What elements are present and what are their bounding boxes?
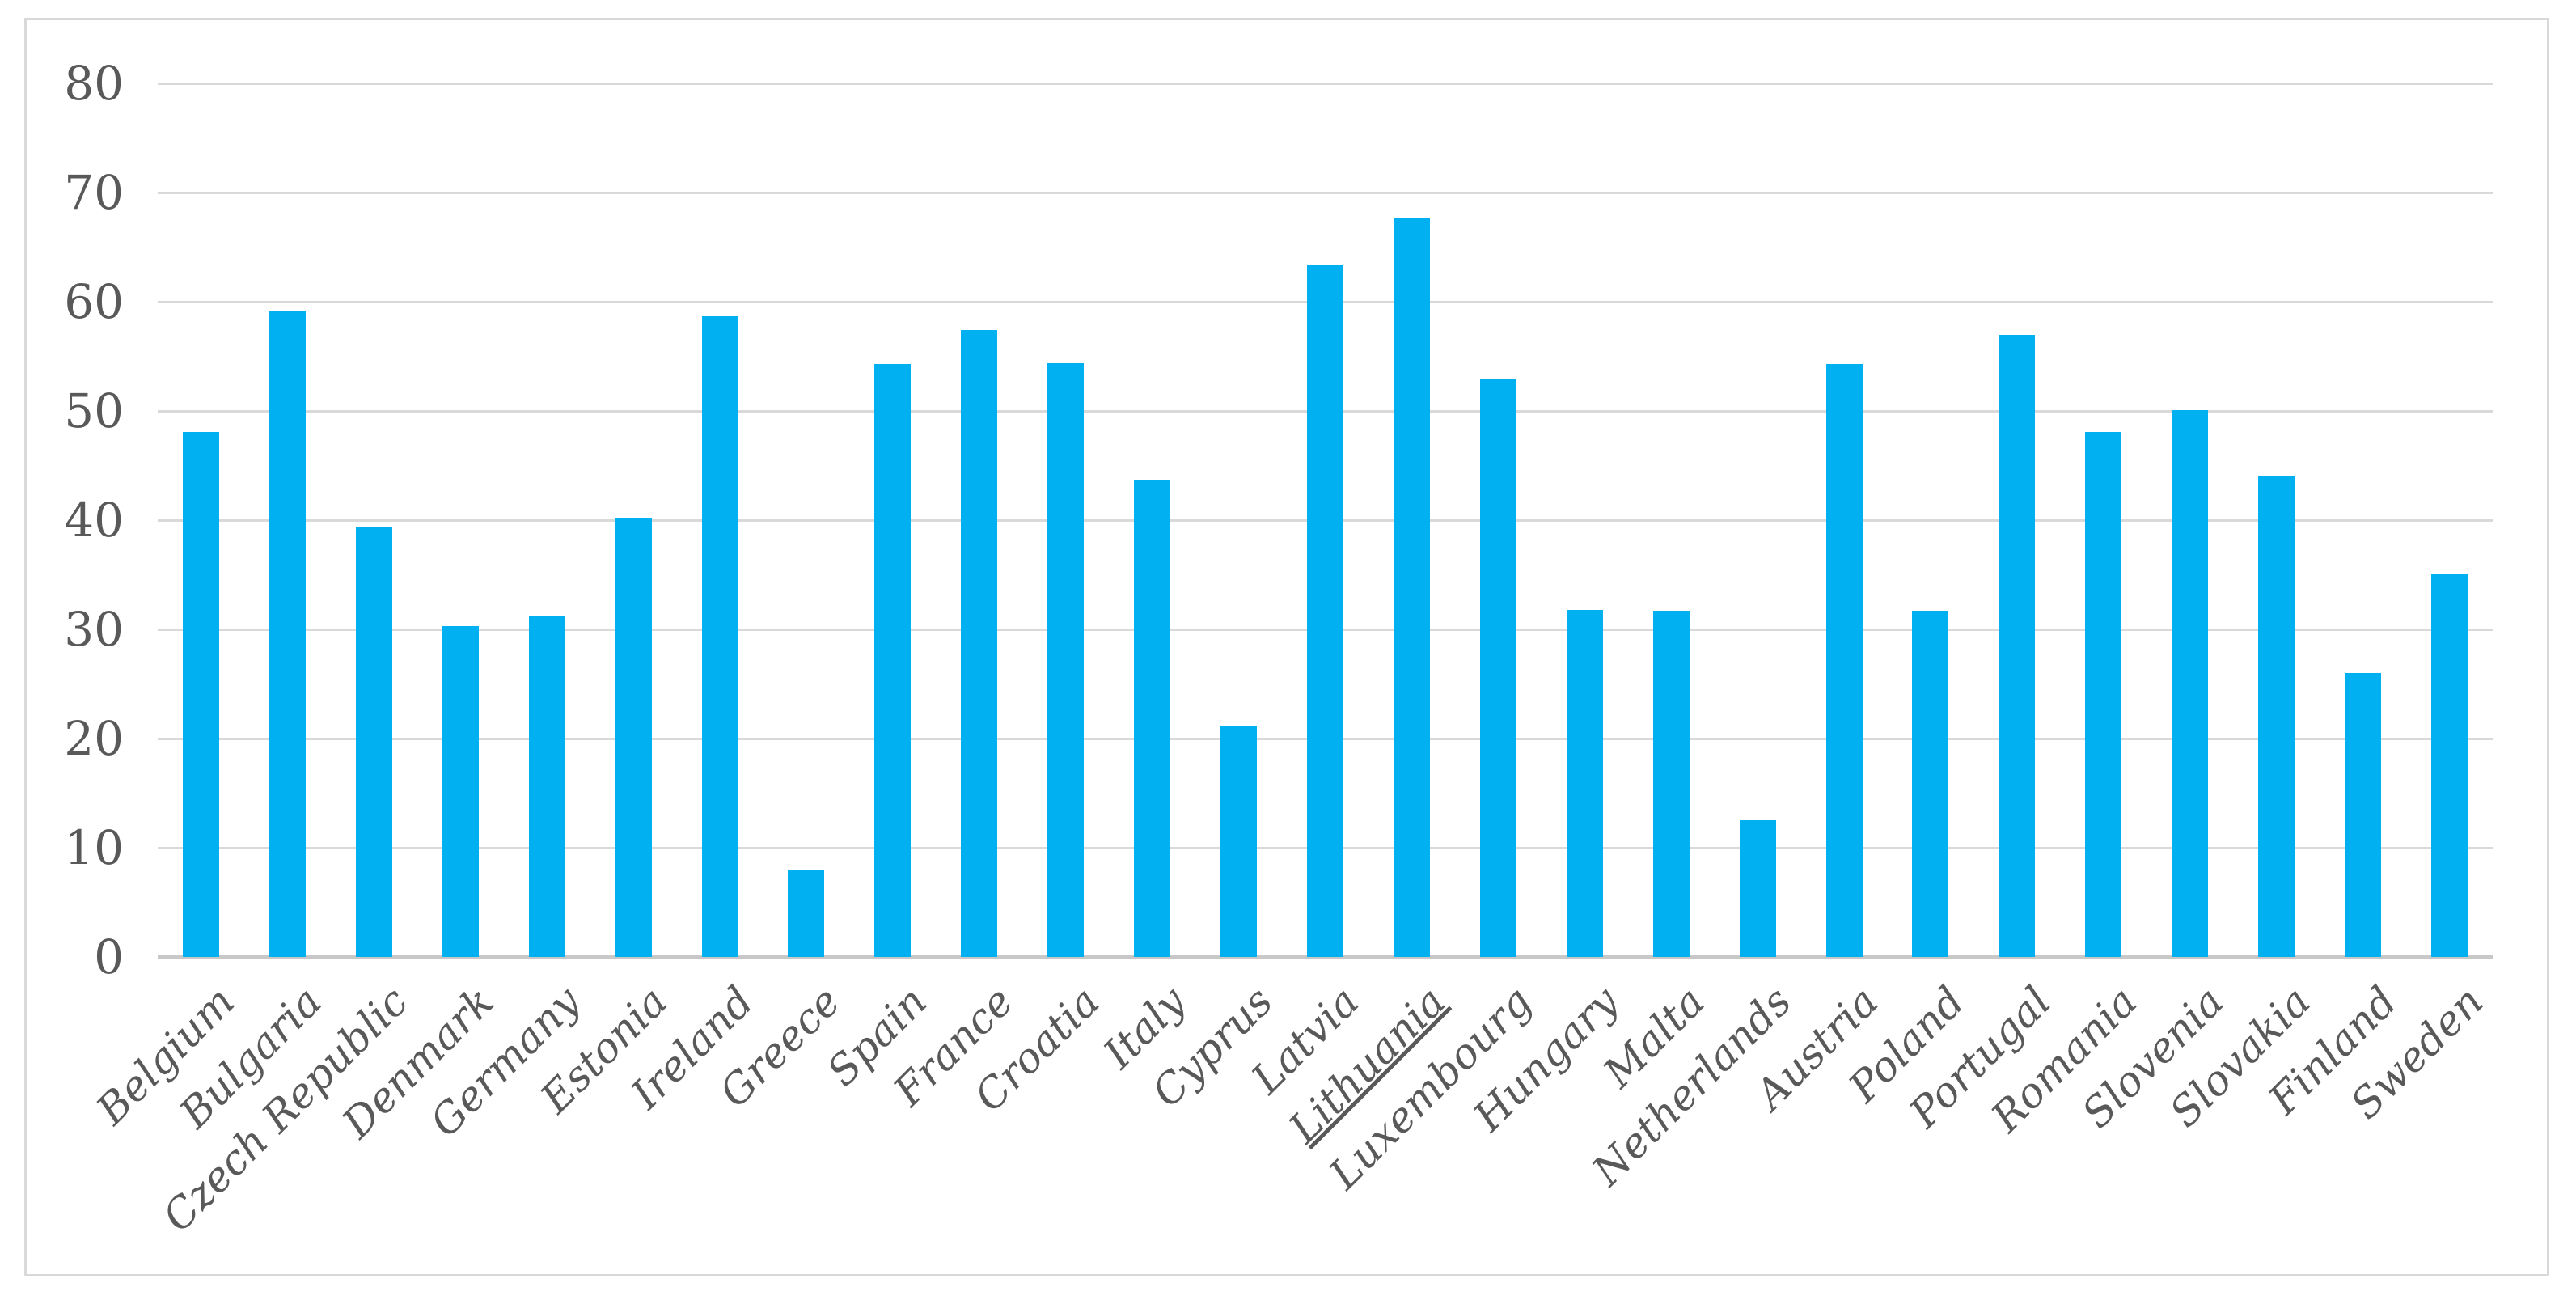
bar-italy — [1134, 480, 1171, 957]
y-tick-label-70: 70 — [64, 165, 124, 220]
bar-portugal — [1999, 334, 2036, 957]
bar-czech-republic — [355, 527, 392, 957]
bar-bulgaria — [269, 311, 306, 957]
bar-spain — [874, 363, 912, 957]
bar-austria — [1825, 363, 1863, 957]
bar-belgium — [182, 431, 219, 957]
y-tick-label-30: 30 — [64, 602, 124, 657]
bar-greece — [788, 870, 825, 957]
y-tick-label-0: 0 — [94, 929, 124, 984]
y-tick-label-60: 60 — [64, 274, 124, 329]
gridline-70 — [158, 191, 2493, 194]
bar-netherlands — [1739, 820, 1776, 957]
chart-frame-border — [24, 18, 2549, 1276]
bar-sweden — [2431, 574, 2468, 957]
y-tick-label-20: 20 — [64, 711, 124, 766]
plot-area — [158, 82, 2493, 959]
bar-romania — [2085, 431, 2122, 957]
y-tick-label-40: 40 — [64, 493, 124, 548]
bar-lithuania — [1393, 218, 1430, 957]
bar-germany — [528, 616, 565, 957]
gridline-80 — [158, 82, 2493, 85]
bar-denmark — [442, 625, 479, 957]
bar-ireland — [701, 315, 738, 957]
bar-france — [961, 330, 998, 957]
bar-latvia — [1307, 265, 1343, 957]
bar-hungary — [1566, 609, 1603, 957]
bar-slovakia — [2258, 475, 2295, 957]
bar-croatia — [1047, 362, 1085, 957]
y-tick-label-50: 50 — [64, 383, 124, 438]
bar-finland — [2345, 673, 2382, 957]
bar-poland — [1912, 611, 1949, 957]
bar-cyprus — [1220, 726, 1258, 957]
y-tick-label-80: 80 — [64, 56, 124, 111]
bar-estonia — [615, 518, 652, 957]
bar-slovenia — [2172, 409, 2209, 957]
y-tick-label-10: 10 — [64, 820, 124, 875]
bar-luxembourg — [1479, 378, 1516, 957]
x-axis-line — [158, 955, 2493, 959]
bar-malta — [1652, 611, 1690, 957]
